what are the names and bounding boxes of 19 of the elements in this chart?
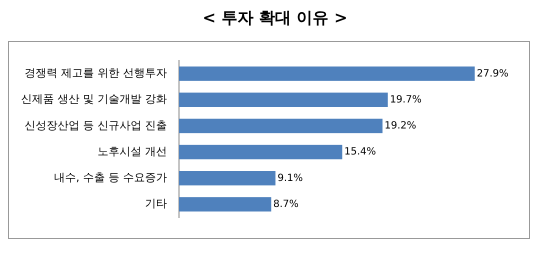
- bar: [178, 92, 388, 107]
- bar: [178, 144, 342, 160]
- bar: [178, 118, 383, 134]
- chart-title: < 투자 확대 이유 >: [201, 8, 349, 29]
- data-label: 19.2%: [384, 120, 416, 132]
- bar: [178, 66, 475, 81]
- y-tick-label: 기타: [144, 197, 167, 210]
- y-tick-label: 신성장산업 등 신규사업 진출: [24, 118, 167, 132]
- data-label: 19.7%: [390, 94, 422, 106]
- y-tick-label: 경쟁력 제고를 위한 선행투자: [24, 66, 167, 80]
- data-label: 27.9%: [476, 68, 509, 80]
- y-tick-label: 신제품 생산 및 기술개발 강화: [20, 92, 167, 106]
- bar: [178, 197, 272, 212]
- bar: [178, 171, 276, 186]
- y-tick-label: 내수, 수출 등 수요증가: [54, 171, 167, 184]
- data-label: 15.4%: [344, 146, 376, 158]
- data-label: 9.1%: [277, 172, 303, 184]
- data-label: 8.7%: [273, 198, 299, 210]
- y-tick-label: 노후시설 개선: [97, 144, 167, 158]
